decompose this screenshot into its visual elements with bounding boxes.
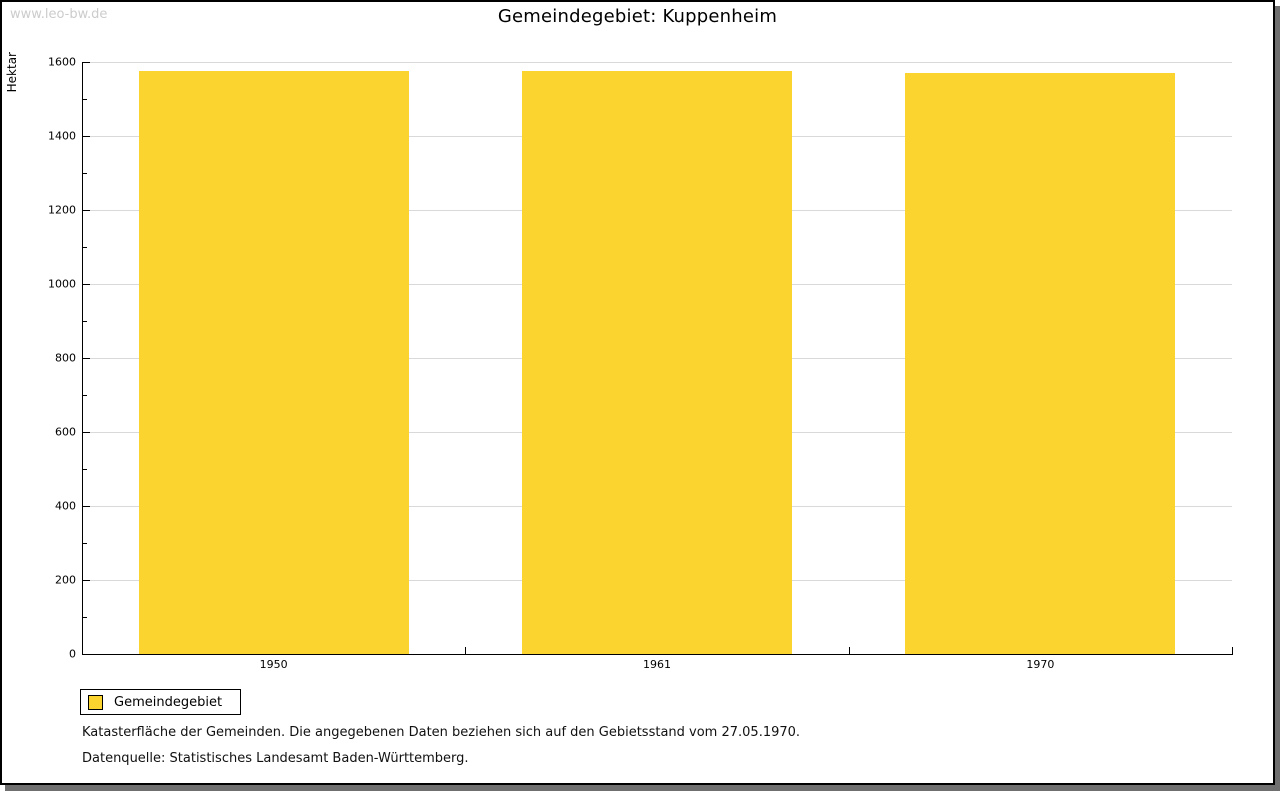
footnote-gebietsstand: Katasterfläche der Gemeinden. Die angege… [82, 725, 801, 740]
y-tick-1000 [83, 284, 90, 285]
chart-title: Gemeindegebiet: Kuppenheim [497, 6, 778, 27]
gridline-1600 [82, 62, 1232, 63]
x-axis-label-1961: 1961 [643, 658, 671, 671]
bar-1970 [905, 73, 1176, 654]
legend-swatch [88, 694, 103, 710]
y-minor-tick-1300 [83, 173, 87, 174]
y-minor-tick-1100 [83, 247, 87, 248]
y-tick-200 [83, 580, 90, 581]
x-axis-line [82, 654, 1233, 655]
y-tick-800 [83, 358, 90, 359]
x-tick-3 [1232, 647, 1233, 654]
footnote-datenquelle: Datenquelle: Statistisches Landesamt Bad… [82, 751, 469, 766]
y-tick-label-1600: 1600 [48, 55, 76, 69]
y-tick-label-400: 400 [55, 499, 76, 513]
y-tick-label-0: 0 [69, 647, 76, 661]
y-tick-1600 [83, 62, 90, 63]
y-tick-label-600: 600 [55, 425, 76, 439]
y-tick-400 [83, 506, 90, 507]
y-tick-600 [83, 432, 90, 433]
y-minor-tick-1500 [83, 99, 87, 100]
y-minor-tick-500 [83, 469, 87, 470]
x-tick-2 [848, 647, 850, 654]
y-minor-tick-900 [83, 321, 87, 322]
bar-1950 [138, 70, 409, 654]
y-tick-label-1200: 1200 [48, 203, 76, 217]
y-tick-1400 [83, 136, 90, 137]
y-axis-line [82, 62, 83, 655]
y-minor-tick-100 [83, 617, 87, 618]
legend: Gemeindegebiet [80, 689, 242, 715]
watermark: www.leo-bw.de [10, 7, 108, 22]
y-tick-1200 [83, 210, 90, 211]
y-tick-label-1400: 1400 [48, 129, 76, 143]
y-tick-label-800: 800 [55, 351, 76, 365]
y-tick-label-1000: 1000 [48, 277, 76, 291]
x-axis-label-1950: 1950 [259, 658, 288, 671]
bar-1961 [522, 70, 792, 654]
y-tick-0 [83, 654, 90, 655]
y-minor-tick-300 [83, 543, 87, 544]
x-axis-label-1970: 1970 [1026, 658, 1055, 671]
legend-label: Gemeindegebiet [114, 694, 223, 710]
x-tick-1 [465, 647, 467, 654]
y-minor-tick-700 [83, 395, 87, 396]
y-tick-label-200: 200 [55, 573, 76, 587]
